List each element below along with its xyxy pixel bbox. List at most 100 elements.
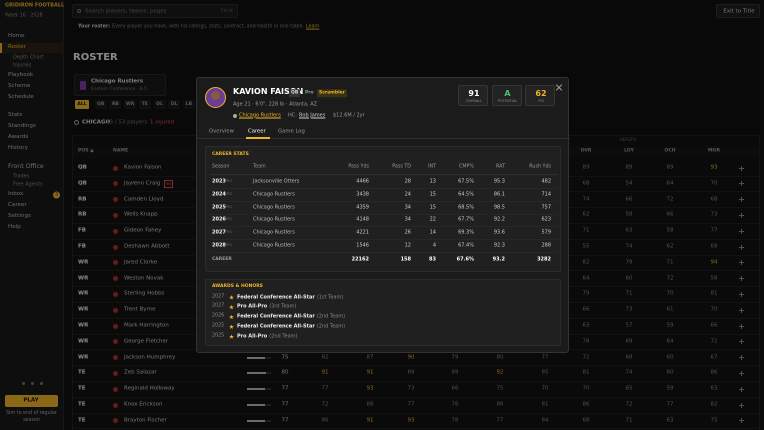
filter-tab[interactable]: WR bbox=[124, 100, 137, 109]
row-add[interactable] bbox=[741, 418, 742, 424]
filter-label[interactable]: ALL bbox=[77, 101, 87, 107]
nav-item[interactable]: Schedule bbox=[8, 94, 34, 101]
modal-tab[interactable]: Career bbox=[248, 128, 266, 135]
nav-item[interactable]: Awards bbox=[8, 134, 29, 141]
filter-tab[interactable]: QB bbox=[94, 100, 107, 109]
filter-label[interactable]: WR bbox=[125, 101, 135, 107]
nav-subitem[interactable]: Depth Chart bbox=[13, 54, 44, 60]
row-add[interactable] bbox=[741, 355, 742, 361]
row-add[interactable] bbox=[741, 307, 742, 313]
row-add[interactable] bbox=[741, 370, 742, 376]
filter-tab[interactable]: DL bbox=[168, 100, 181, 109]
play-button[interactable]: PLAY bbox=[5, 395, 58, 407]
row-pos: TE bbox=[78, 369, 86, 376]
filter-label[interactable]: DL bbox=[170, 101, 178, 107]
filter-label[interactable]: RB bbox=[111, 101, 119, 107]
player-logo bbox=[113, 418, 118, 424]
row-name[interactable]: Sterling Hobbs bbox=[124, 290, 165, 297]
stat-label: POTENTIAL bbox=[497, 99, 518, 104]
row-add[interactable] bbox=[741, 260, 742, 266]
nav-item[interactable]: Help bbox=[8, 224, 21, 231]
row-name[interactable]: Reginald Holloway bbox=[124, 385, 175, 392]
row-name[interactable]: George Fletcher bbox=[124, 338, 169, 345]
rating-cell: 85 bbox=[541, 369, 549, 376]
nav-item[interactable]: Stats bbox=[8, 112, 23, 119]
filter-tab[interactable]: TE bbox=[138, 100, 151, 109]
award: Pro All-Pro (2nd Team) bbox=[237, 334, 297, 339]
nav-item[interactable]: Playbook bbox=[8, 72, 34, 79]
nav-subitem[interactable]: Free Agents bbox=[13, 181, 43, 188]
row-name[interactable]: Brayton Fischer bbox=[124, 417, 167, 424]
nav-item[interactable]: Home bbox=[8, 33, 25, 40]
row-name[interactable]: Jaylenn Craig bbox=[124, 180, 161, 187]
search-placeholder: Search players, teams, pages bbox=[85, 8, 167, 15]
row-name[interactable]: Deshawn Abbott bbox=[124, 243, 170, 250]
modal-tab[interactable]: Game Log bbox=[278, 128, 305, 135]
row-add[interactable] bbox=[741, 323, 742, 329]
health-cell: 59 bbox=[666, 322, 674, 329]
nav-item[interactable]: History bbox=[8, 145, 28, 152]
search-box[interactable]: Search players, teams, pages Ctrl K bbox=[72, 4, 238, 18]
filter-tab[interactable]: RB bbox=[109, 100, 122, 109]
row-add[interactable] bbox=[741, 212, 742, 218]
filter-label[interactable]: LB bbox=[185, 101, 193, 107]
nav-item[interactable]: Career bbox=[8, 202, 27, 209]
rating-cell: 70 bbox=[541, 385, 549, 392]
health-cell: 62 bbox=[582, 211, 590, 218]
row-name[interactable]: Trent Byrne bbox=[124, 306, 156, 313]
filter-tab[interactable]: LB bbox=[182, 100, 195, 109]
row-add[interactable] bbox=[741, 165, 742, 171]
row-name[interactable]: Weston Novak bbox=[124, 274, 164, 281]
row-add[interactable] bbox=[741, 276, 742, 282]
row-name[interactable]: Zeb Salazar bbox=[124, 369, 157, 376]
row-add[interactable] bbox=[741, 402, 742, 408]
row-name[interactable]: Jackson Humphrey bbox=[124, 353, 176, 360]
team-link[interactable]: Chicago Rustlers bbox=[239, 112, 281, 118]
row-name[interactable]: Mark Harrington bbox=[124, 322, 169, 329]
row-name[interactable]: Gideon Fahey bbox=[124, 227, 162, 234]
nav-item[interactable]: Settings bbox=[8, 213, 31, 220]
column-group: HEALTH bbox=[619, 137, 637, 143]
career-team: Chicago Rustlers bbox=[253, 242, 295, 249]
row-name[interactable]: Wells Knapp bbox=[124, 211, 158, 218]
row-name[interactable]: Camden Lloyd bbox=[124, 195, 164, 202]
modal-tab[interactable]: Overview bbox=[209, 128, 234, 135]
column-header: OCH bbox=[664, 148, 676, 154]
coach-link[interactable]: Bob James bbox=[299, 112, 326, 118]
career-cell: 4466 bbox=[356, 178, 369, 185]
row-add[interactable] bbox=[741, 228, 742, 234]
nav-item[interactable]: Standings bbox=[8, 123, 36, 130]
health-cell: 89 bbox=[666, 164, 674, 171]
row-add[interactable] bbox=[741, 181, 742, 187]
exit-button[interactable]: Exit to Title bbox=[716, 4, 760, 18]
row-add[interactable] bbox=[741, 339, 742, 345]
health-cell: 58 bbox=[625, 211, 633, 218]
nav-item[interactable]: Roster bbox=[8, 44, 26, 51]
nav-item[interactable]: Scheme bbox=[8, 83, 31, 90]
career-cell: 3438 bbox=[356, 191, 369, 198]
row-name[interactable]: Jared Clarke bbox=[124, 259, 158, 266]
notice-part[interactable]: Learn bbox=[305, 24, 320, 30]
shortcut: Ctrl K bbox=[220, 8, 233, 14]
nav-item[interactable]: Front Office bbox=[8, 162, 44, 170]
nav-subitem[interactable]: Injuries bbox=[13, 62, 32, 69]
filter-tab[interactable]: ALL bbox=[75, 100, 89, 109]
row-add[interactable] bbox=[741, 386, 742, 392]
nav-subitem[interactable]: Trades bbox=[13, 173, 30, 179]
filter-label[interactable]: QB bbox=[97, 101, 105, 107]
nav-item[interactable]: Inbox bbox=[8, 191, 24, 198]
player-logo bbox=[113, 165, 118, 171]
row-add[interactable] bbox=[741, 291, 742, 297]
row-add[interactable] bbox=[741, 244, 742, 250]
row-name[interactable]: Kavion Faison bbox=[124, 164, 162, 171]
player-logo bbox=[113, 370, 118, 376]
row-add[interactable] bbox=[741, 197, 742, 203]
filter-tab[interactable]: OL bbox=[153, 100, 166, 109]
career-row-line bbox=[210, 188, 558, 189]
play-label[interactable]: PLAY bbox=[23, 397, 39, 404]
filter-label[interactable]: OL bbox=[156, 101, 163, 107]
career-cell: 4359 bbox=[356, 204, 369, 211]
row-name[interactable]: Knox Erickson bbox=[124, 401, 163, 408]
filter-label[interactable]: TE bbox=[141, 101, 148, 107]
exit-label[interactable]: Exit to Title bbox=[723, 8, 755, 15]
